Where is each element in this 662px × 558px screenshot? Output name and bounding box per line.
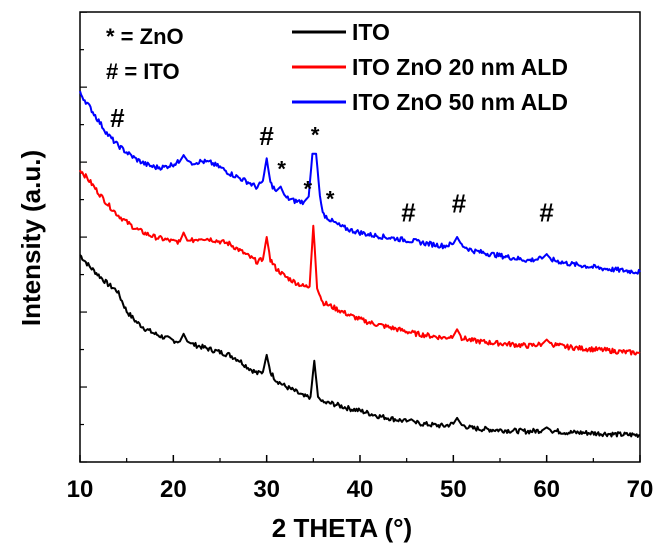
- data-series: [79, 90, 641, 438]
- zno-peak-marker: *: [326, 186, 335, 211]
- ito-peak-marker: #: [452, 188, 467, 218]
- x-tick-label: 20: [160, 476, 187, 503]
- x-tick-label: 50: [440, 476, 467, 503]
- y-axis-label: Intensity (a.u.): [16, 150, 46, 326]
- ito-peak-marker: #: [259, 121, 274, 151]
- x-tick-label: 30: [253, 476, 280, 503]
- zno-peak-marker: *: [311, 123, 320, 148]
- key-ito: # = ITO: [106, 59, 180, 84]
- legend-label: ITO ZnO 20 nm ALD: [352, 54, 568, 80]
- ito-peak-marker: #: [401, 197, 416, 227]
- x-tick-label: 70: [627, 476, 654, 503]
- series-line-1: [79, 169, 641, 356]
- ito-peak-marker: #: [110, 103, 125, 133]
- x-tick-label: 40: [347, 476, 374, 503]
- peak-annotations: ## *** * # # #: [110, 103, 554, 228]
- key-zno: * = ZnO: [106, 24, 184, 49]
- x-tick-label: 60: [533, 476, 560, 503]
- zno-peak-marker: *: [277, 156, 286, 181]
- legend-label: ITO: [352, 19, 390, 45]
- series-line-2: [79, 90, 641, 275]
- series-line-0: [79, 254, 641, 438]
- x-axis-ticks: 10 20 30 40 50 60 70: [67, 455, 654, 503]
- y-tick-marks: [80, 11, 87, 463]
- zno-peak-marker: *: [303, 177, 312, 202]
- legend-label: ITO ZnO 50 nm ALD: [352, 89, 568, 115]
- ito-peak-marker: #: [539, 197, 554, 227]
- x-tick-label: 10: [67, 476, 94, 503]
- legend: ITO ITO ZnO 20 nm ALD ITO ZnO 50 nm ALD: [292, 19, 568, 115]
- x-axis-label: 2 THETA (°): [272, 513, 412, 543]
